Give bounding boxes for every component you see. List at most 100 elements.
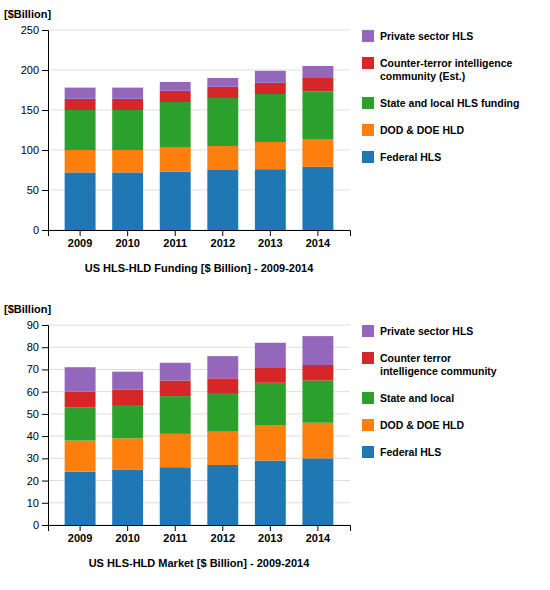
- bar-segment: [160, 467, 191, 525]
- bar-series: [65, 78, 334, 110]
- bar-segment: [207, 378, 238, 394]
- x-tick-mark: [127, 230, 128, 236]
- y-tick: 20: [27, 475, 48, 487]
- y-tick-mark: [42, 150, 48, 151]
- y-axis-label: [$Billion]: [4, 303, 51, 315]
- legend-label-line: community (Est.): [380, 70, 465, 82]
- bar-segment: [112, 372, 143, 390]
- x-tick: 2010: [115, 230, 139, 249]
- y-tick: 60: [27, 386, 48, 398]
- x-tick: 2013: [258, 230, 282, 249]
- bar-segment: [302, 423, 333, 459]
- legend-item: Private sector HLS: [362, 325, 473, 337]
- y-tick: 150: [21, 104, 48, 116]
- chart-panel: 2009201020112012201320140102030405060708…: [4, 303, 497, 569]
- y-tick-mark: [42, 481, 48, 482]
- bar-segment: [255, 94, 286, 142]
- y-tick: 40: [27, 430, 48, 442]
- bar-segment: [207, 170, 238, 230]
- bar-segment: [160, 363, 191, 381]
- x-axis-line: [49, 526, 351, 532]
- legend-label: State and local: [380, 392, 454, 404]
- bar-segment: [65, 88, 96, 99]
- x-tick-label: 2010: [115, 532, 139, 544]
- bar-segment: [302, 167, 333, 230]
- bars: [65, 66, 334, 230]
- bar-segment: [255, 425, 286, 461]
- y-tick-mark: [42, 70, 48, 71]
- x-tick-mark: [222, 525, 223, 531]
- bar-segment: [160, 434, 191, 467]
- x-tick: 2010: [115, 525, 139, 544]
- bar-segment: [255, 461, 286, 525]
- legend-swatch: [362, 124, 374, 136]
- x-tick-label: 2012: [211, 532, 235, 544]
- y-tick-mark: [42, 110, 48, 111]
- y-tick: 70: [27, 363, 48, 375]
- bar-segment: [302, 365, 333, 381]
- bar-series: [65, 336, 334, 392]
- x-axis-line: [49, 231, 351, 237]
- bar-segment: [160, 148, 191, 172]
- bar-segment: [160, 82, 191, 91]
- bar-segment: [302, 92, 333, 140]
- x-tick-mark: [222, 230, 223, 236]
- bar-segment: [255, 83, 286, 94]
- legend-label: Counter-terror intelligencecommunity (Es…: [380, 57, 513, 82]
- x-tick-label: 2014: [306, 532, 331, 544]
- y-tick-mark: [42, 436, 48, 437]
- bar-segment: [302, 381, 333, 423]
- y-tick: 250: [21, 24, 48, 36]
- bar-segment: [65, 472, 96, 525]
- y-tick-mark: [42, 392, 48, 393]
- bar-series: [65, 423, 334, 472]
- legend-swatch: [362, 57, 374, 69]
- x-axis: 200920102011201220132014: [49, 230, 351, 249]
- bar-segment: [207, 87, 238, 98]
- bar-segment: [255, 383, 286, 425]
- bar-segment: [207, 465, 238, 525]
- y-tick-mark: [42, 503, 48, 504]
- x-tick-label: 2012: [211, 237, 235, 249]
- bar-segment: [255, 169, 286, 230]
- legend: Private sector HLS Counter terrorintellig…: [362, 325, 497, 458]
- x-tick: 2009: [68, 230, 92, 249]
- x-tick-label: 2011: [163, 237, 187, 249]
- y-axis-label: [$Billion]: [4, 8, 51, 20]
- x-tick: 2011: [163, 230, 187, 249]
- bar-series: [65, 381, 334, 441]
- y-tick: 200: [21, 64, 48, 76]
- legend-label-line: Federal HLS: [380, 446, 441, 458]
- bar-segment: [302, 66, 333, 78]
- bar-segment: [160, 91, 191, 102]
- legend-item: Counter terrorintelligence community: [362, 352, 497, 377]
- x-tick-label: 2011: [163, 532, 187, 544]
- y-tick-mark: [42, 230, 48, 231]
- legend-item: Federal HLS: [362, 151, 441, 163]
- legend-swatch: [362, 151, 374, 163]
- bar-segment: [65, 392, 96, 408]
- legend-item: State and local HLS funding: [362, 97, 519, 109]
- y-tick: 100: [21, 144, 48, 156]
- bar-segment: [302, 458, 333, 525]
- grid: [48, 30, 350, 230]
- y-tick-label: 90: [27, 319, 39, 331]
- bar-segment: [302, 336, 333, 365]
- legend-label: DOD & DOE HLD: [380, 419, 464, 431]
- bar-segment: [112, 172, 143, 230]
- grid-line: [48, 30, 350, 31]
- legend-item: Counter-terror intelligencecommunity (Es…: [362, 57, 513, 82]
- legend-label: Federal HLS: [380, 151, 441, 163]
- y-tick: 30: [27, 452, 48, 464]
- x-axis: 200920102011201220132014: [49, 525, 351, 544]
- y-tick-label: 40: [27, 430, 39, 442]
- bar-segment: [112, 469, 143, 525]
- bar-segment: [255, 71, 286, 83]
- bar-segment: [65, 367, 96, 391]
- x-tick: 2009: [68, 525, 92, 544]
- bar-segment: [112, 438, 143, 469]
- bar-segment: [302, 140, 333, 167]
- y-tick-label: 0: [33, 519, 39, 531]
- y-tick-mark: [42, 190, 48, 191]
- legend-swatch: [362, 30, 374, 42]
